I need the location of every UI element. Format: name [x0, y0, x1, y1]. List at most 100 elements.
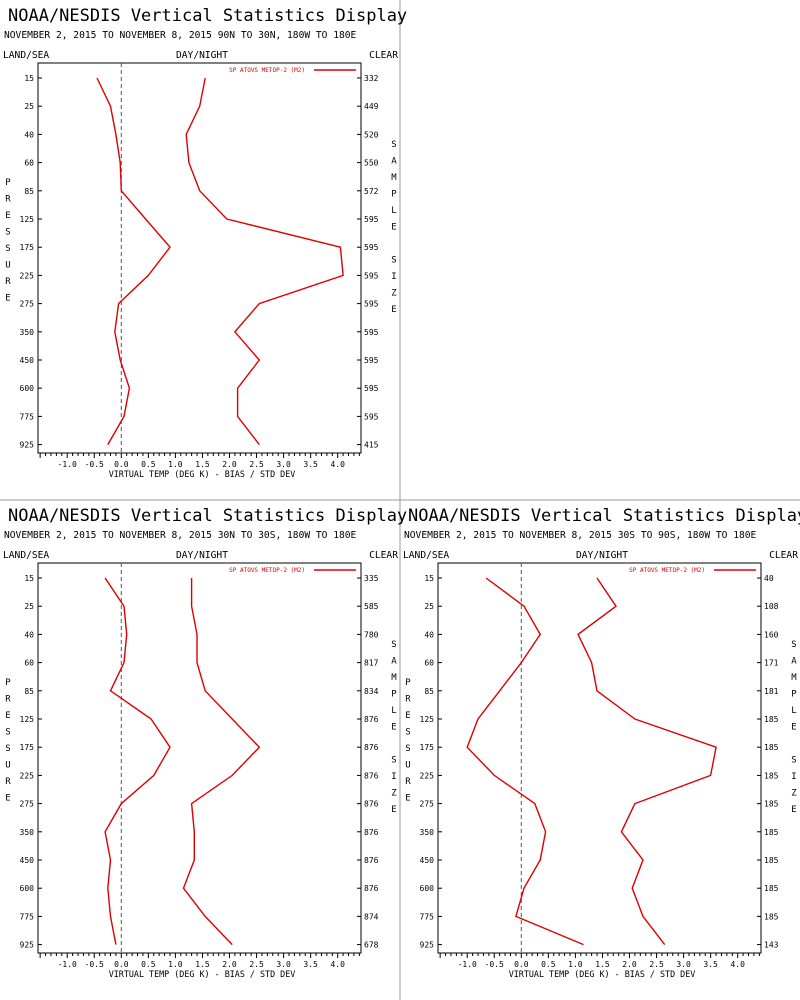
x-tick-label: 1.0: [168, 460, 183, 469]
x-tick-label: 4.0: [330, 460, 345, 469]
x-tick-label: 2.5: [249, 460, 264, 469]
sample-size-value: 185: [764, 912, 779, 921]
sample-size-value: 185: [764, 800, 779, 809]
sample-size-value: 876: [364, 743, 379, 752]
y-tick-label: 450: [20, 856, 35, 865]
y-tick-label: 15: [24, 574, 34, 583]
chart-panel-1: NOAA/NESDIS Vertical Statistics Display N…: [3, 6, 407, 479]
x-tick-label: -0.5: [485, 960, 504, 969]
y-tick-label: 225: [420, 771, 435, 780]
x-tick-label: 0.5: [141, 960, 156, 969]
y-tick-label: 25: [24, 602, 34, 611]
plot-frame: [37, 62, 362, 454]
y-tick-label: 125: [420, 715, 435, 724]
y-tick-label: 125: [20, 715, 35, 724]
y-tick-label: 85: [24, 187, 34, 196]
y-tick-label: 275: [20, 300, 35, 309]
sample-size-value: 332: [364, 74, 379, 83]
y-tick-label: 925: [420, 941, 435, 950]
x-tick-label: 0.5: [541, 960, 556, 969]
sample-size-value: 595: [364, 271, 379, 280]
y-tick-label: 175: [420, 743, 435, 752]
x-tick-label: 1.5: [195, 460, 210, 469]
x-tick-label: 3.5: [303, 960, 318, 969]
clear-label: CLEAR: [369, 50, 398, 61]
x-tick-label: 1.5: [595, 960, 610, 969]
x-tick-label: 1.0: [568, 960, 583, 969]
y-tick-label: 275: [420, 800, 435, 809]
sample-size-value: 185: [764, 743, 779, 752]
x-tick-label: 3.0: [276, 960, 291, 969]
chart-subtitle: NOVEMBER 2, 2015 TO NOVEMBER 8, 2015 30S…: [404, 530, 757, 541]
y-tick-label: 175: [20, 743, 35, 752]
x-tick-label: 3.5: [303, 460, 318, 469]
sample-size-value: 595: [364, 300, 379, 309]
x-tick-label: 0.0: [114, 960, 129, 969]
y-tick-label: 450: [20, 356, 35, 365]
y-tick-label: 350: [20, 828, 35, 837]
y-tick-label: 60: [424, 659, 434, 668]
sample-size-value: 185: [764, 771, 779, 780]
legend-label: SP ATOVS METOP-2 (M2): [629, 567, 705, 574]
x-tick-label: 0.0: [114, 460, 129, 469]
sample-size-value: 185: [764, 828, 779, 837]
chart-panel-2: NOAA/NESDIS Vertical Statistics Display N…: [3, 506, 407, 979]
day-night-label: DAY/NIGHT: [576, 550, 628, 561]
y-tick-label: 125: [20, 215, 35, 224]
y-tick-label: 60: [24, 659, 34, 668]
sample-size-value: 415: [364, 441, 379, 450]
x-tick-label: -1.0: [458, 960, 477, 969]
y-tick-label: 25: [424, 602, 434, 611]
sample-size-value: 780: [364, 630, 379, 639]
sample-size-value: 595: [364, 384, 379, 393]
sample-size-value: 876: [364, 856, 379, 865]
sample-size-value: 171: [764, 659, 779, 668]
sample-size-value: 185: [764, 715, 779, 724]
sample-size-value: 550: [364, 159, 379, 168]
sample-size-value: 876: [364, 800, 379, 809]
x-tick-label: 4.0: [730, 960, 745, 969]
plot-frame: [437, 562, 762, 954]
y-tick-label: 85: [424, 687, 434, 696]
chart-subtitle: NOVEMBER 2, 2015 TO NOVEMBER 8, 2015 30N…: [4, 530, 357, 541]
y-tick-label: 775: [20, 412, 35, 421]
sample-size-value: 834: [364, 687, 379, 696]
x-axis-label: VIRTUAL TEMP (DEG K) - BIAS / STD DEV: [109, 469, 296, 479]
plot-frame: [37, 562, 362, 954]
y-tick-label: 15: [424, 574, 434, 583]
x-tick-label: 2.5: [249, 960, 264, 969]
day-night-label: DAY/NIGHT: [176, 550, 228, 561]
chart-subtitle: NOVEMBER 2, 2015 TO NOVEMBER 8, 2015 90N…: [4, 30, 357, 41]
y-tick-label: 40: [24, 630, 34, 639]
y-tick-label: 275: [20, 800, 35, 809]
clear-label: CLEAR: [369, 550, 398, 561]
sample-size-value: 595: [364, 412, 379, 421]
y-tick-label: 350: [420, 828, 435, 837]
x-tick-label: 3.5: [703, 960, 718, 969]
y-tick-label: 60: [24, 159, 34, 168]
sample-size-value: 449: [364, 102, 379, 111]
sample-size-value: 876: [364, 828, 379, 837]
chart-title: NOAA/NESDIS Vertical Statistics Display: [8, 506, 407, 526]
std-dev-series-line: [185, 77, 344, 446]
y-tick-label: 350: [20, 328, 35, 337]
sample-size-value: 185: [764, 856, 779, 865]
sample-size-value: 595: [364, 356, 379, 365]
sample-size-value: 876: [364, 771, 379, 780]
sample-size-value: 572: [364, 187, 379, 196]
x-tick-label: 3.0: [676, 960, 691, 969]
y-tick-label: 175: [20, 243, 35, 252]
sample-size-value: 160: [764, 630, 779, 639]
x-tick-label: 2.5: [649, 960, 664, 969]
x-tick-label: 1.0: [168, 960, 183, 969]
sample-size-value: 817: [364, 659, 379, 668]
y-tick-label: 450: [420, 856, 435, 865]
x-tick-label: 0.5: [141, 460, 156, 469]
sample-size-value: 181: [764, 687, 779, 696]
x-tick-label: 2.0: [622, 960, 637, 969]
y-tick-label: 85: [24, 687, 34, 696]
legend-label: SP ATOVS METOP-2 (M2): [229, 567, 305, 574]
land-sea-label: LAND/SEA: [3, 50, 49, 61]
